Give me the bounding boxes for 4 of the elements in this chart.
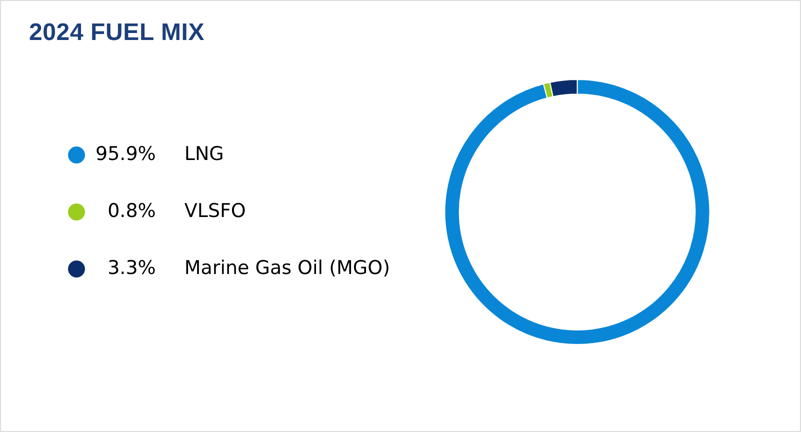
legend-label: 95.9% LNG <box>96 142 224 165</box>
chart-title: 2024 FUEL MIX <box>29 19 205 47</box>
legend-label: 3.3% Marine Gas Oil (MGO) <box>96 256 390 279</box>
legend-label: 0.8% VLSFO <box>96 200 246 222</box>
